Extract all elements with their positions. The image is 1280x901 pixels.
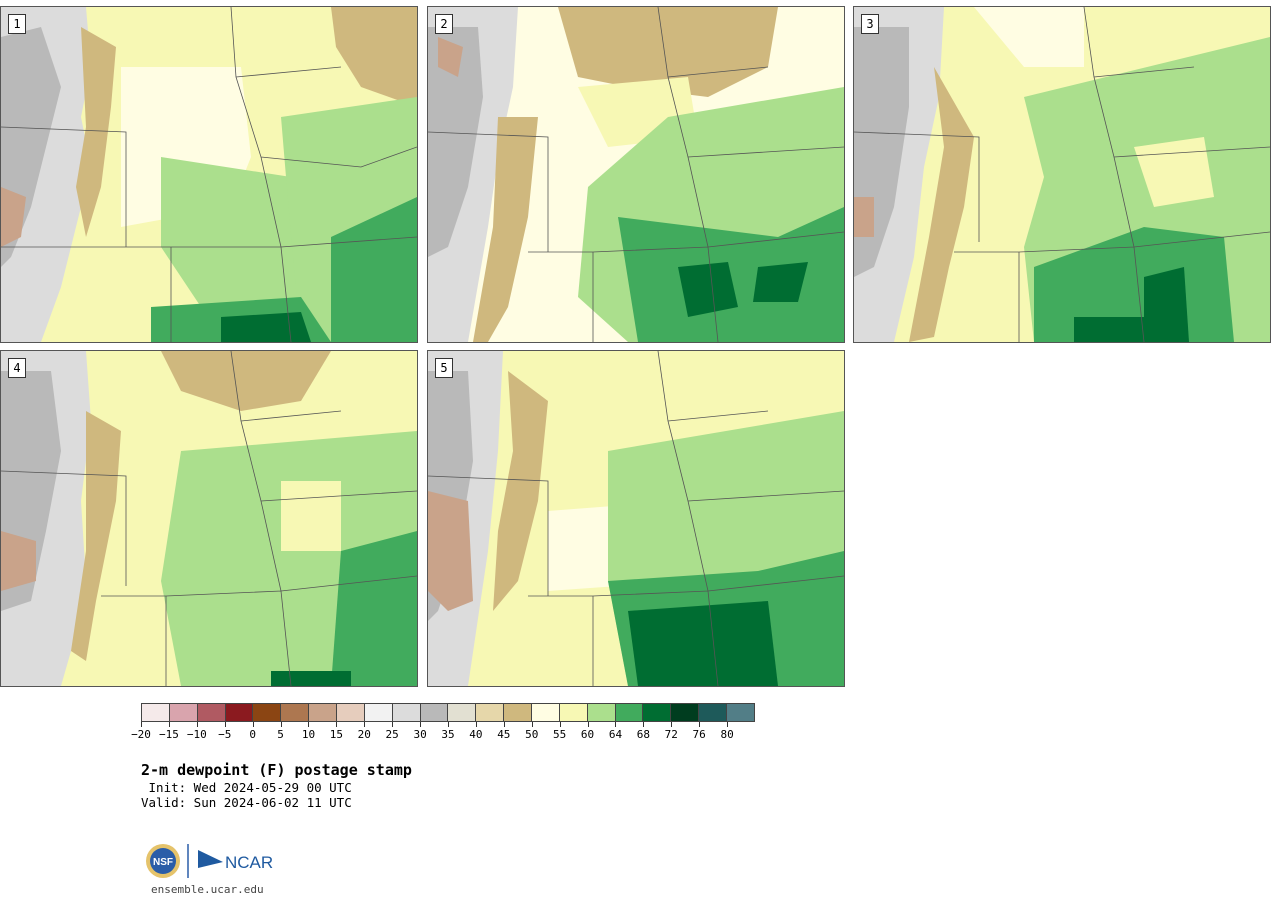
colorbar-tick (615, 722, 617, 727)
colorbar-swatch (169, 704, 198, 721)
colorbar-swatch (532, 704, 560, 721)
colorbar-tick (168, 722, 170, 727)
dewpoint-map-5 (428, 351, 844, 686)
colorbar-swatch (197, 704, 226, 721)
colorbar-swatch (142, 704, 170, 721)
colorbar-tick (392, 722, 394, 727)
colorbar-tick (699, 722, 701, 727)
logos: NSF NCAR (143, 842, 283, 882)
colorbar-swatch (643, 704, 672, 721)
colorbar (141, 703, 755, 722)
colorbar-tick-label: 60 (580, 728, 595, 741)
colorbar-tick (364, 722, 366, 727)
colorbar-swatch (337, 704, 365, 721)
colorbar-tick-label: 40 (469, 728, 483, 741)
map-panel-4: 4 (0, 350, 418, 687)
colorbar-swatch (671, 704, 700, 721)
colorbar-tick-label: −20 (131, 728, 151, 741)
colorbar-tick-label: 55 (553, 728, 567, 741)
colorbar-tick-label: −15 (158, 728, 179, 741)
colorbar-swatch (392, 704, 421, 721)
colorbar-tick (420, 722, 422, 727)
colorbar-tick (475, 722, 477, 727)
panel-number-label: 3 (861, 14, 879, 34)
colorbar-tick-label: 68 (636, 728, 650, 741)
colorbar-tick-label: 72 (664, 728, 678, 741)
colorbar-swatch (225, 704, 254, 721)
colorbar-swatch (587, 704, 616, 721)
init-time: Init: Wed 2024-05-29 00 UTC (141, 780, 352, 795)
colorbar-tick-label: 45 (497, 728, 511, 741)
colorbar-tick-label: 25 (385, 728, 399, 741)
colorbar-swatch (504, 704, 533, 721)
colorbar-tick (587, 722, 589, 727)
map-panel-5: 5 (427, 350, 845, 687)
colorbar-tick-label: 76 (692, 728, 706, 741)
colorbar-tick (559, 722, 561, 727)
colorbar-tick (336, 722, 338, 727)
colorbar-tick (224, 722, 226, 727)
colorbar-ticks: −20 −15 −10 −5 0 5 10 15 20 25 30 35 40 45 50 55 60 64 68 7… (131, 722, 755, 742)
dewpoint-map-3 (854, 7, 1270, 342)
colorbar-tick-label: 15 (329, 728, 343, 741)
panel-number-label: 4 (8, 358, 26, 378)
colorbar-swatch (559, 704, 588, 721)
colorbar-tick (643, 722, 645, 727)
colorbar-tick (196, 722, 198, 727)
colorbar-tick-label: 30 (413, 728, 427, 741)
colorbar-swatch (699, 704, 728, 721)
colorbar-swatch (448, 704, 477, 721)
colorbar-tick (531, 722, 533, 727)
valid-time: Valid: Sun 2024-06-02 11 UTC (141, 795, 352, 810)
colorbar-swatch (615, 704, 644, 721)
panel-number-label: 5 (435, 358, 453, 378)
colorbar-tick-label: 50 (525, 728, 539, 741)
plot-title: 2-m dewpoint (F) postage stamp (141, 761, 412, 779)
colorbar-swatch (727, 704, 754, 721)
colorbar-tick-label: 35 (441, 728, 455, 741)
colorbar-tick (280, 722, 282, 727)
map-panel-3: 3 (853, 6, 1271, 343)
colorbar-tick-label: 5 (277, 728, 284, 741)
colorbar-tick (671, 722, 673, 727)
dewpoint-map-2 (428, 7, 844, 342)
colorbar-tick-label: 0 (249, 728, 256, 741)
colorbar-swatch (420, 704, 449, 721)
colorbar-tick (503, 722, 505, 727)
map-panel-2: 2 (427, 6, 845, 343)
colorbar-tick (448, 722, 449, 727)
colorbar-swatch (281, 704, 310, 721)
colorbar-tick (141, 722, 142, 727)
colorbar-tick-label: 80 (720, 728, 734, 741)
colorbar-tick-label: 20 (357, 728, 371, 741)
dewpoint-map-4 (1, 351, 417, 686)
dewpoint-map-1 (1, 7, 417, 342)
map-panel-1: 1 (0, 6, 418, 343)
nsf-logo-text: NSF (153, 857, 173, 868)
panel-number-label: 2 (435, 14, 453, 34)
ncar-logo-text: NCAR (225, 853, 273, 872)
colorbar-tick (727, 722, 729, 727)
panel-number-label: 1 (8, 14, 26, 34)
colorbar-tick (252, 722, 254, 727)
colorbar-swatch (476, 704, 505, 721)
colorbar-swatch (253, 704, 282, 721)
site-url: ensemble.ucar.edu (151, 883, 264, 896)
colorbar-tick-label: 10 (301, 728, 316, 741)
nsf-logo-icon: NSF NCAR (146, 844, 273, 878)
colorbar-tick-label: 64 (608, 728, 623, 741)
colorbar-tick-label: −5 (218, 728, 232, 741)
colorbar-swatch (364, 704, 393, 721)
colorbar-swatch (309, 704, 338, 721)
colorbar-tick-label: −10 (186, 728, 207, 741)
colorbar-tick (308, 722, 310, 727)
